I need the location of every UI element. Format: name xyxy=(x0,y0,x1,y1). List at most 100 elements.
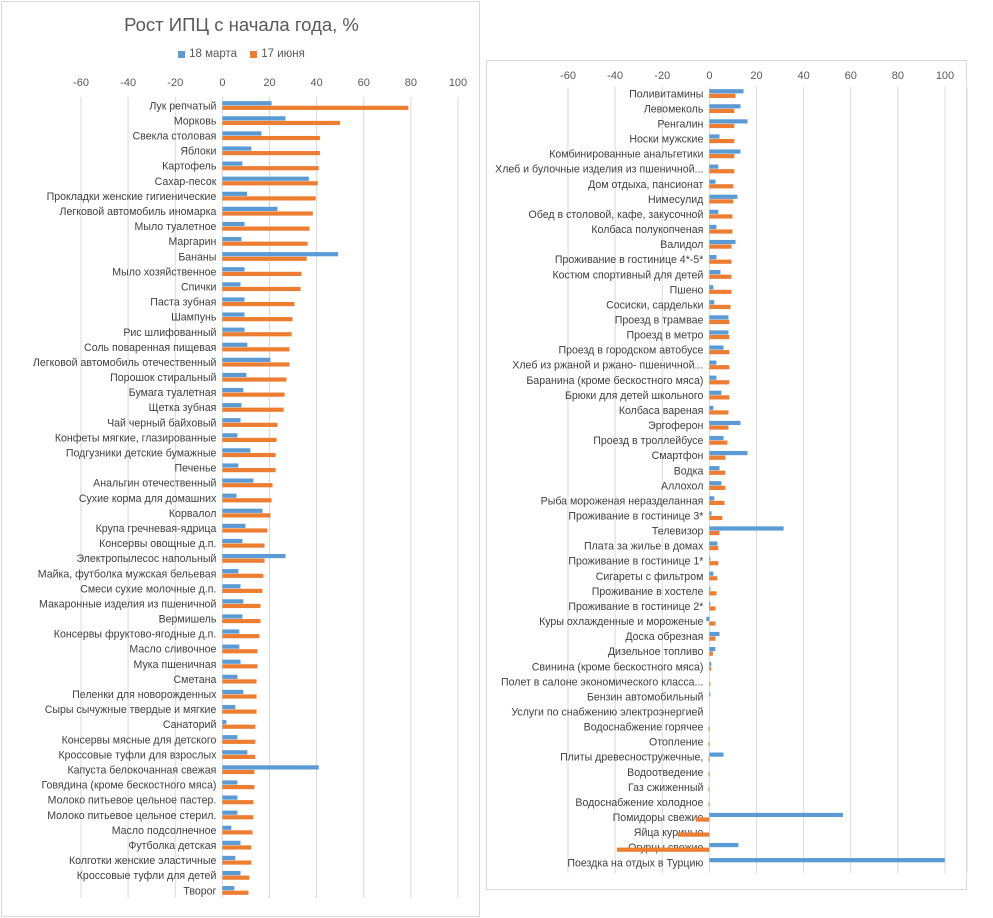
category-label: Нимесулид xyxy=(648,194,703,206)
bar-june xyxy=(222,498,272,503)
bar-march xyxy=(222,493,237,498)
bar-june xyxy=(222,573,264,578)
bar-june xyxy=(708,742,710,747)
bar-march xyxy=(222,433,238,438)
bar-march xyxy=(709,134,720,139)
category-label: Проживание в гостинице 1* xyxy=(568,556,703,568)
bar-march xyxy=(709,360,717,365)
category-label: Баранина (кроме бескостного мяса) xyxy=(526,375,703,387)
bar-june xyxy=(222,437,277,443)
bar-march xyxy=(222,418,241,423)
bar-june xyxy=(222,301,295,307)
bar-march xyxy=(222,553,286,559)
bar-june xyxy=(708,726,710,732)
category-label: Аллохол xyxy=(661,480,703,492)
bar-march xyxy=(709,450,748,456)
bar-june xyxy=(222,769,255,775)
bar-march xyxy=(222,508,263,513)
bar-june xyxy=(708,802,710,807)
bar-june xyxy=(709,576,718,581)
bar-june xyxy=(709,515,723,521)
legend-item-march: 18 марта xyxy=(178,48,237,60)
bar-june xyxy=(709,214,733,219)
bar-march xyxy=(709,420,741,426)
bar-june xyxy=(695,817,710,822)
bar-june xyxy=(709,470,726,475)
category-label: Доска обрезная xyxy=(625,631,703,643)
bar-march xyxy=(709,571,714,576)
bar-june xyxy=(222,256,307,261)
bar-june xyxy=(222,694,257,699)
right-chart: -60 -40 -20 0 20 40 60 80 100 Поливитамины Левомек… xyxy=(486,60,968,890)
bar-june xyxy=(222,422,278,427)
legend: 18 марта 17 июня xyxy=(2,48,481,61)
bar-march xyxy=(709,330,729,335)
bar-march xyxy=(222,780,238,785)
category-label: Мыло туалетное xyxy=(135,221,217,233)
legend-label-march: 18 марта xyxy=(189,48,238,60)
x-tick-label: -40 xyxy=(120,77,136,89)
bar-march xyxy=(709,345,724,350)
bar-march xyxy=(709,646,716,652)
bar-june xyxy=(222,347,290,352)
bar-june xyxy=(709,154,735,159)
bar-june xyxy=(222,377,287,382)
category-label: Смеси сухие молочные д.п. xyxy=(80,583,216,595)
category-label: Проживание в гостинице 4*-5* xyxy=(555,254,704,266)
bar-june xyxy=(709,485,726,490)
category-label: Крупа гречневая-ядрица xyxy=(96,523,217,535)
bar-march xyxy=(709,254,717,260)
bar-march xyxy=(222,267,245,272)
bar-june xyxy=(709,455,726,460)
category-label: Масло подсолнечное xyxy=(112,825,217,837)
bar-june xyxy=(709,395,730,400)
x-tick-label: -20 xyxy=(654,70,670,82)
bar-june xyxy=(222,407,284,412)
bar-june xyxy=(222,664,258,669)
bar-june xyxy=(222,135,320,141)
bar-march xyxy=(222,161,243,166)
bar-march xyxy=(709,239,736,245)
category-label: Маргарин xyxy=(168,236,216,248)
category-label: Кроссовые туфли для взрослых xyxy=(58,749,217,761)
bar-march xyxy=(709,270,721,275)
bar-march xyxy=(709,149,741,154)
bar-march xyxy=(709,285,714,290)
category-label: Смартфон xyxy=(652,450,704,462)
bar-june xyxy=(617,847,710,852)
bar-march xyxy=(706,616,710,622)
category-label: Рыба мороженая неразделанная xyxy=(541,495,704,507)
bar-june xyxy=(222,120,340,126)
x-tick-label: 80 xyxy=(892,70,904,82)
bar-march xyxy=(222,674,238,679)
category-label: Картофель xyxy=(162,161,217,173)
bar-june xyxy=(222,528,268,533)
bar-march xyxy=(709,405,714,410)
bar-march xyxy=(709,601,711,606)
bar-june xyxy=(708,757,710,762)
bar-june xyxy=(709,334,730,340)
category-label: Носки мужские xyxy=(629,134,703,146)
bar-june xyxy=(222,784,255,790)
bar-june xyxy=(709,244,732,249)
bar-june xyxy=(222,634,260,639)
bar-march xyxy=(222,206,278,212)
bar-march xyxy=(709,631,720,637)
bar-june xyxy=(709,621,716,626)
x-tick-label: -40 xyxy=(607,70,623,82)
bar-june xyxy=(222,468,276,473)
x-tick-label: 0 xyxy=(706,70,712,82)
bar-june xyxy=(222,800,254,805)
bar-june xyxy=(222,513,271,518)
category-label: Ренгалин xyxy=(658,118,704,130)
category-label: Морковь xyxy=(174,115,217,127)
category-label: Майка, футболка мужская бельевая xyxy=(38,568,217,580)
bar-june xyxy=(222,588,263,593)
bar-march xyxy=(709,390,722,395)
bar-march xyxy=(222,886,235,891)
bar-march xyxy=(709,164,719,169)
category-label: Проезд в городском автобусе xyxy=(558,345,703,357)
bar-june xyxy=(222,603,261,609)
bar-june xyxy=(708,787,710,792)
bar-march xyxy=(709,466,720,471)
